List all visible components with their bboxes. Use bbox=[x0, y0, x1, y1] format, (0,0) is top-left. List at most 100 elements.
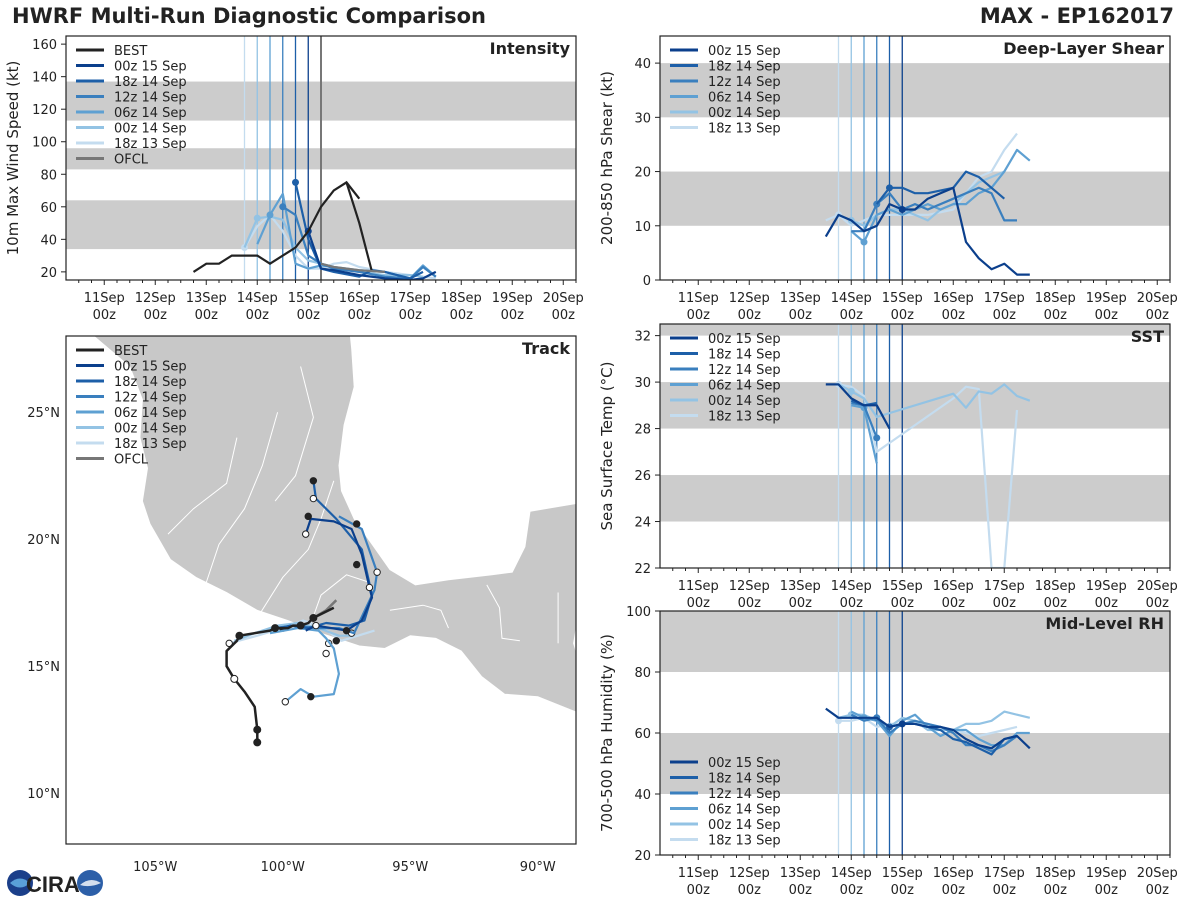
longitude-label: 100°W bbox=[261, 860, 305, 875]
intensity-band bbox=[660, 63, 1170, 118]
x-tick-label: 00z bbox=[297, 308, 321, 323]
y-tick-label: 160 bbox=[32, 38, 57, 53]
y-tick-label: 60 bbox=[634, 727, 651, 742]
forecast-track-0 bbox=[304, 517, 374, 632]
track-map-area bbox=[66, 336, 576, 844]
x-tick-label: 00z bbox=[993, 596, 1017, 611]
legend-label: 18z 13 Sep bbox=[114, 137, 187, 152]
series-line-4 bbox=[837, 383, 1031, 419]
y-tick-label: 32 bbox=[634, 330, 651, 345]
x-tick-label: 00z bbox=[840, 308, 864, 323]
legend-label: 18z 14 Sep bbox=[114, 375, 187, 390]
x-tick-label: 00z bbox=[195, 308, 219, 323]
y-tick-label: 20 bbox=[40, 266, 57, 281]
nesdis-bird-icon bbox=[80, 879, 101, 887]
shear-plot-area bbox=[660, 36, 1170, 280]
init-marker bbox=[898, 206, 906, 214]
x-tick-label: 00z bbox=[789, 883, 813, 898]
legend-label: 18z 13 Sep bbox=[114, 437, 187, 452]
y-axis-label: 10m Max Wind Speed (kt) bbox=[4, 61, 22, 256]
sst-chart: 22 24 26 28 30 32 11Sep 00z 12Sep 00z 13Sep 00z 14Se… bbox=[598, 323, 1178, 611]
ofcl-line bbox=[320, 262, 385, 273]
intensity-band bbox=[660, 611, 1170, 672]
x-tick-label: 00z bbox=[1146, 308, 1170, 323]
best-track-dot bbox=[271, 624, 280, 633]
x-tick-label: 16Sep bbox=[339, 291, 380, 306]
y-tick-label: 22 bbox=[634, 562, 651, 577]
y-tick-label: 80 bbox=[634, 666, 651, 681]
legend-label: 18z 13 Sep bbox=[708, 122, 781, 137]
legend-label: 12z 14 Sep bbox=[708, 787, 781, 802]
y-tick-label: 40 bbox=[634, 57, 651, 72]
init-marker bbox=[292, 178, 299, 186]
y-tick-label: 28 bbox=[634, 423, 651, 438]
best-track-dot bbox=[253, 725, 262, 734]
x-tick-label: 12Sep bbox=[135, 291, 176, 306]
series-line-0 bbox=[825, 383, 891, 430]
x-tick-label: 15Sep bbox=[288, 291, 329, 306]
legend-label: 00z 14 Sep bbox=[114, 422, 187, 437]
legend-label: OFCL bbox=[114, 453, 149, 468]
legend-label: 00z 15 Sep bbox=[114, 360, 187, 375]
init-marker bbox=[873, 434, 881, 442]
track-position-dot bbox=[365, 583, 374, 592]
init-marker bbox=[860, 238, 868, 246]
state-border bbox=[307, 574, 370, 631]
track-position-dot bbox=[302, 530, 310, 538]
x-tick-label: 00z bbox=[738, 596, 762, 611]
y-tick-label: 26 bbox=[634, 469, 651, 484]
x-tick-label: 11Sep bbox=[678, 291, 719, 306]
x-tick-label: 18Sep bbox=[1035, 579, 1076, 594]
track-position-dot bbox=[342, 626, 351, 635]
state-border bbox=[389, 604, 449, 629]
state-border bbox=[256, 480, 335, 619]
intensity-chart: 20 40 60 80 100 120 140 160 11Sep 00z 12Sep 00z 13Se… bbox=[4, 35, 584, 323]
chart-title: Deep-Layer Shear bbox=[1003, 39, 1164, 58]
x-tick-label: 19Sep bbox=[1086, 866, 1127, 881]
state-border bbox=[167, 437, 238, 535]
track-position-dot bbox=[309, 477, 318, 485]
x-tick-label: 00z bbox=[1146, 883, 1170, 898]
init-marker bbox=[898, 720, 906, 728]
x-tick-label: 14Sep bbox=[831, 866, 872, 881]
intensity-plot-area bbox=[66, 36, 576, 280]
latitude-label: 10°N bbox=[27, 787, 60, 802]
x-tick-label: 14Sep bbox=[237, 291, 278, 306]
x-tick-label: 15Sep bbox=[882, 579, 923, 594]
x-tick-label: 20Sep bbox=[1137, 579, 1178, 594]
sst-plot-area bbox=[660, 324, 1170, 568]
legend-label: 06z 14 Sep bbox=[708, 379, 781, 394]
y-tick-label: 40 bbox=[634, 788, 651, 803]
x-tick-label: 16Sep bbox=[933, 579, 974, 594]
track-position-dot bbox=[353, 520, 361, 528]
x-tick-label: 00z bbox=[891, 883, 915, 898]
x-tick-label: 00z bbox=[993, 883, 1017, 898]
x-tick-label: 00z bbox=[942, 883, 966, 898]
best-track-dot bbox=[230, 674, 239, 683]
x-tick-label: 00z bbox=[1044, 308, 1068, 323]
x-tick-label: 00z bbox=[501, 308, 525, 323]
legend-label: BEST bbox=[114, 44, 147, 59]
legend-label: 12z 14 Sep bbox=[708, 363, 781, 378]
legend-label: 06z 14 Sep bbox=[708, 803, 781, 818]
track-position-dot bbox=[312, 621, 320, 630]
best-track-line bbox=[192, 180, 361, 273]
legend-label: 18z 13 Sep bbox=[708, 834, 781, 849]
chart-title: Mid-Level RH bbox=[1045, 614, 1164, 633]
x-tick-label: 00z bbox=[93, 308, 117, 323]
legend-label: 18z 14 Sep bbox=[708, 772, 781, 787]
init-marker bbox=[279, 203, 287, 211]
cira-logo-graphic: CIRA bbox=[7, 870, 103, 897]
series-line-0 bbox=[307, 230, 437, 280]
legend-label: 12z 14 Sep bbox=[708, 75, 781, 90]
x-tick-label: 00z bbox=[891, 308, 915, 323]
x-tick-label: 16Sep bbox=[933, 291, 974, 306]
y-tick-label: 140 bbox=[32, 71, 57, 86]
rh-plot-area bbox=[660, 611, 1170, 855]
chart-title: Intensity bbox=[490, 39, 571, 58]
x-tick-label: 00z bbox=[1095, 308, 1119, 323]
intensity-band bbox=[660, 733, 1170, 794]
legend-label: 00z 14 Sep bbox=[708, 106, 781, 121]
chart-title: SST bbox=[1131, 327, 1164, 346]
legend-label: 00z 15 Sep bbox=[708, 756, 781, 771]
